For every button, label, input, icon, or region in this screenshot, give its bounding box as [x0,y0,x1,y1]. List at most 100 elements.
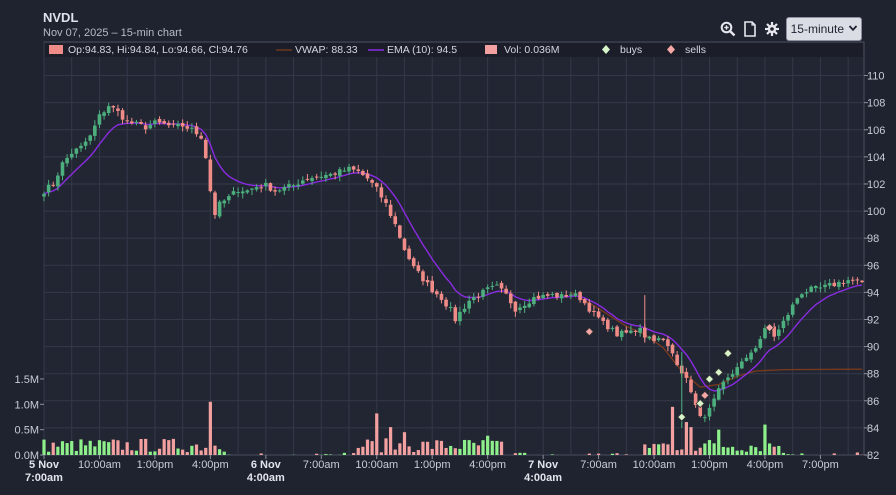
gear-icon[interactable] [764,21,780,37]
candle-body [310,178,314,182]
volume-bar [486,435,490,455]
candle-body [818,287,823,289]
volume-bar [458,448,462,455]
volume-bar [740,450,744,455]
candle-body [587,302,592,312]
volume-tick-label: 0.0M [15,450,39,462]
volume-bar [472,442,476,455]
toolbar: 15-minute [720,17,862,41]
volume-bar [832,453,836,455]
candle-body [837,282,841,287]
candle-body [453,307,458,322]
volume-bar [111,439,115,455]
candle-body [795,298,800,304]
candle-body [324,174,328,179]
volume-bar [361,446,365,455]
price-tick-label: 88 [867,369,879,381]
volume-bar [666,444,670,455]
volume-bar [222,451,226,455]
volume-bar [167,440,171,455]
candle-body [222,200,227,204]
candle-body [291,185,296,187]
candle-body [786,315,790,321]
volume-bar [481,440,485,455]
candle-body [435,291,439,295]
volume-bar [791,454,795,455]
time-tick-label: 6 Nov [251,459,282,471]
legend-buys: buys [620,44,642,56]
buy-marker [677,412,687,422]
candle-body [772,326,776,337]
candle-body [296,184,300,187]
volume-tick-label: 1.0M [15,399,39,411]
candle-body [305,178,310,180]
candle-body [217,201,222,217]
volume-bar [694,450,698,455]
buy-marker [723,348,733,358]
candle-body [495,284,499,286]
volume-bar [407,446,411,455]
candle-body [116,108,120,111]
volume-bar [134,450,139,455]
candle-body [166,122,171,126]
candle-body [421,271,425,282]
volume-bar [328,454,333,455]
candle-body [458,311,462,322]
candle-body [379,187,384,198]
volume-bar [102,441,106,455]
candle-body [675,354,679,366]
candle-body [393,216,398,225]
candle-body [832,282,837,287]
candle-body [490,285,495,287]
candle-body [185,126,190,129]
candle-body [698,405,703,417]
candle-body [236,192,240,194]
zoom-icon[interactable] [720,21,736,37]
time-tick-label: 10:00am [355,459,398,471]
candle-body [827,283,832,286]
sell-marker [584,327,594,337]
candle-body [388,204,393,216]
legend: Op:94.83, Hi:94.84, Lo:94.66, Cl:94.76 VW… [45,43,863,57]
volume-bar [412,451,416,455]
volume-bar [65,443,69,455]
volume-bar [661,443,665,455]
volume-bar [652,443,656,455]
volume-bar [375,413,379,455]
candle-body [721,381,726,390]
volume-bar [703,443,707,455]
time-tick-label: 4:00pm [192,459,229,471]
candle-body [411,258,416,267]
candle-body [282,187,287,191]
candle-body [250,188,254,190]
volume-bar [449,445,453,455]
volume-bar [523,452,527,455]
candle-body [619,330,624,338]
candle-body [462,308,467,312]
volume-bar [675,450,679,455]
interval-select[interactable]: 15-minute [785,17,862,41]
volume-bar [144,438,148,455]
candle-body [555,292,559,298]
candle-body [328,173,333,176]
volume-bar [800,453,804,455]
volume-bar [615,453,619,455]
candle-body [106,106,111,114]
volume-bar [435,440,439,455]
candle-body [301,180,305,184]
price-tick-label: 96 [867,260,879,272]
volume-bar [476,445,481,455]
volume-bar [352,453,356,455]
candle-body [416,265,421,272]
candle-body [83,141,88,146]
volume-bar [51,442,55,455]
volume-bar [402,432,407,455]
volume-bar [208,401,212,455]
interval-select-value: 15-minute [790,22,844,36]
candle-body [569,294,573,296]
candle-body [176,123,180,127]
document-icon[interactable] [742,21,758,37]
candle-body [240,191,245,194]
